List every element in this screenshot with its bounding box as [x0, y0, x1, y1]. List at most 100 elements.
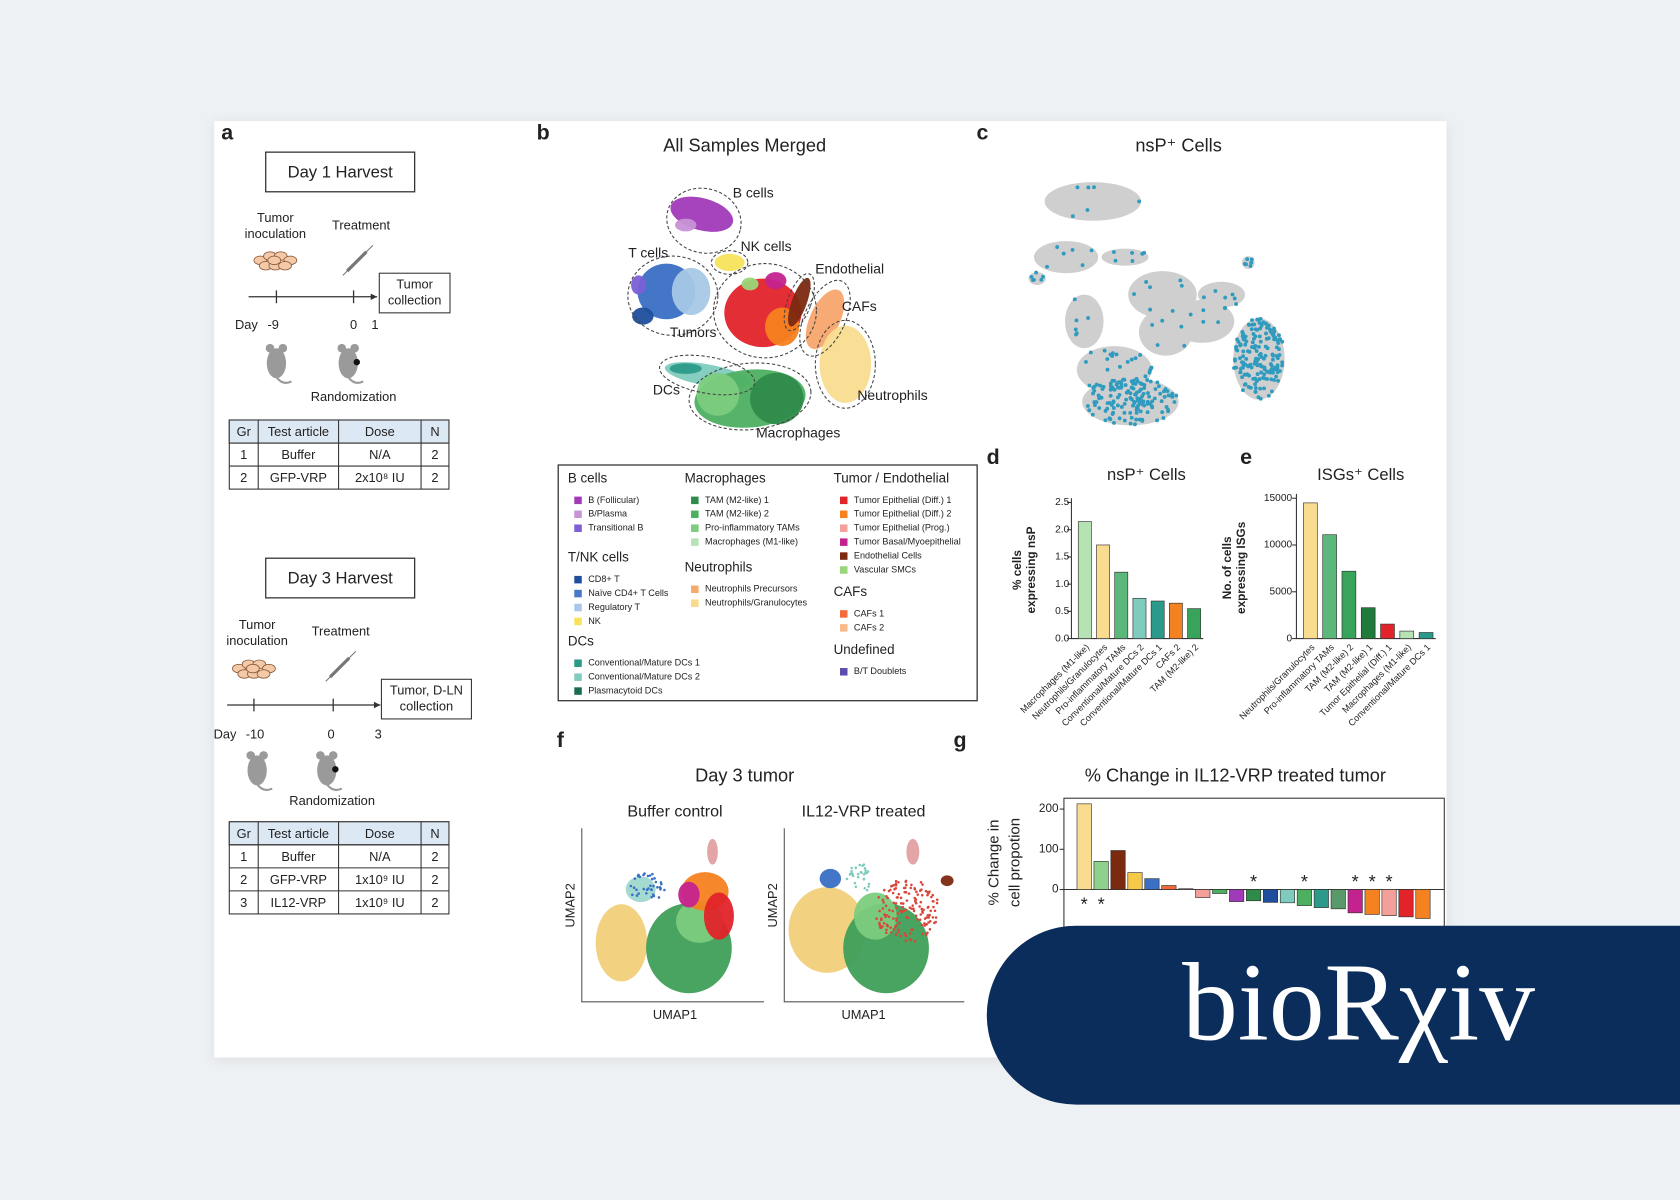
- cluster-label: T cells: [628, 245, 668, 261]
- legend-label: Naïve CD4+ T Cells: [588, 588, 669, 598]
- umap-point: [878, 909, 881, 913]
- y-axis-label: cell propotion: [1007, 818, 1024, 907]
- umap-point: [931, 916, 935, 919]
- umap-point: [1103, 418, 1108, 423]
- umap-axes: [783, 828, 965, 1003]
- umap-point: [928, 919, 932, 923]
- legend-label: Neutrophils Precursors: [705, 584, 798, 594]
- umap-point: [899, 934, 903, 938]
- mouse-icon: [266, 348, 287, 379]
- umap-condition: IL12-VRP treated: [802, 802, 926, 820]
- collection-box: [378, 272, 451, 314]
- timepoint: -9: [268, 317, 279, 332]
- table-cell: 1x10⁹ IU: [355, 872, 405, 887]
- syringe-icon: [346, 250, 368, 273]
- mouse-icon: [338, 348, 358, 379]
- y-tick-label: 10000: [1264, 540, 1293, 551]
- umap-point: [1252, 345, 1257, 350]
- y-tick-label: 5000: [1270, 586, 1293, 597]
- legend-label: Conventional/Mature DCs 1: [588, 658, 700, 668]
- umap-point: [1147, 370, 1152, 375]
- umap-point: [1243, 342, 1248, 347]
- umap-point: [1092, 185, 1096, 190]
- panel-letter: g: [953, 728, 966, 752]
- umap-point: [1270, 357, 1275, 362]
- umap-point: [913, 899, 917, 903]
- panel-title: nsP⁺ Cells: [1135, 136, 1222, 156]
- umap-point: [1259, 364, 1263, 369]
- umap-point: [1142, 250, 1147, 255]
- legend-swatch: [840, 566, 848, 574]
- bar: [1212, 889, 1228, 894]
- umap-point: [849, 872, 853, 876]
- umap-point: [856, 872, 860, 876]
- umap-point: [882, 921, 886, 925]
- umap-point: [1269, 367, 1274, 372]
- umap-point: [918, 889, 922, 892]
- umap-point: [914, 901, 918, 905]
- umap-point: [1201, 308, 1206, 313]
- legend-swatch: [574, 673, 582, 681]
- axis-label: UMAP1: [653, 1007, 697, 1022]
- bar: [1341, 570, 1357, 639]
- umap-point: [894, 879, 898, 883]
- umap-point: [651, 872, 654, 876]
- table-header: N: [430, 424, 439, 439]
- umap-point: [1087, 383, 1092, 388]
- axis-label: UMAP1: [841, 1007, 885, 1022]
- umap-point: [1170, 308, 1175, 313]
- bar: [1347, 889, 1363, 914]
- umap-point: [1055, 245, 1060, 250]
- umap-point: [1148, 379, 1153, 384]
- umap-point: [896, 912, 899, 915]
- umap-point: [1240, 360, 1244, 365]
- umap-point: [1174, 393, 1179, 398]
- umap-point: [910, 883, 913, 887]
- umap-point: [935, 901, 939, 905]
- legend-swatch: [574, 659, 582, 667]
- umap-point: [645, 891, 648, 895]
- umap-point: [910, 928, 913, 931]
- umap-point: [1128, 410, 1133, 415]
- umap-point: [1124, 397, 1129, 402]
- y-axis-label: expressing ISGs: [1235, 521, 1248, 614]
- umap-point: [1142, 386, 1147, 390]
- harvest-title: Day 1 Harvest: [288, 162, 394, 181]
- umap-point: [1034, 270, 1039, 275]
- umap-point: [898, 921, 901, 925]
- mouse-icon: [337, 343, 347, 353]
- umap-point: [1259, 322, 1264, 326]
- umap-point: [925, 933, 928, 937]
- umap-point: [887, 915, 891, 918]
- umap-point: [1117, 416, 1122, 421]
- umap-point: [899, 902, 903, 905]
- umap-point: [635, 894, 639, 897]
- chart-title: ISGs⁺ Cells: [1317, 465, 1404, 484]
- umap-point: [1241, 354, 1246, 359]
- umap-cluster: [750, 372, 804, 425]
- cluster-label: NK cells: [741, 238, 792, 254]
- umap-point: [864, 869, 867, 872]
- legend-label: Endothelial Cells: [854, 550, 922, 560]
- umap-point: [1232, 366, 1236, 370]
- umap-point: [894, 882, 898, 886]
- legend-swatch: [691, 538, 699, 546]
- umap-point: [1111, 400, 1116, 405]
- umap-point: [1277, 347, 1281, 352]
- umap-point: [1099, 395, 1104, 400]
- legend-label: Tumor Basal/Myoepithelial: [854, 537, 961, 547]
- umap-point: [1262, 372, 1267, 377]
- timeline-label: inoculation: [226, 633, 287, 648]
- umap-point: [1118, 364, 1122, 369]
- umap-point: [1108, 393, 1113, 398]
- umap-point: [637, 892, 640, 895]
- axis-label: UMAP2: [765, 883, 780, 927]
- umap-point: [1216, 320, 1221, 325]
- cluster-outline: [814, 319, 876, 409]
- umap-point: [880, 926, 883, 929]
- cluster-outline: [688, 362, 812, 431]
- timepoint: -10: [246, 726, 265, 741]
- umap-point: [935, 898, 939, 901]
- y-tick-label: 2.5: [1055, 497, 1069, 508]
- mouse-icon: [350, 343, 359, 353]
